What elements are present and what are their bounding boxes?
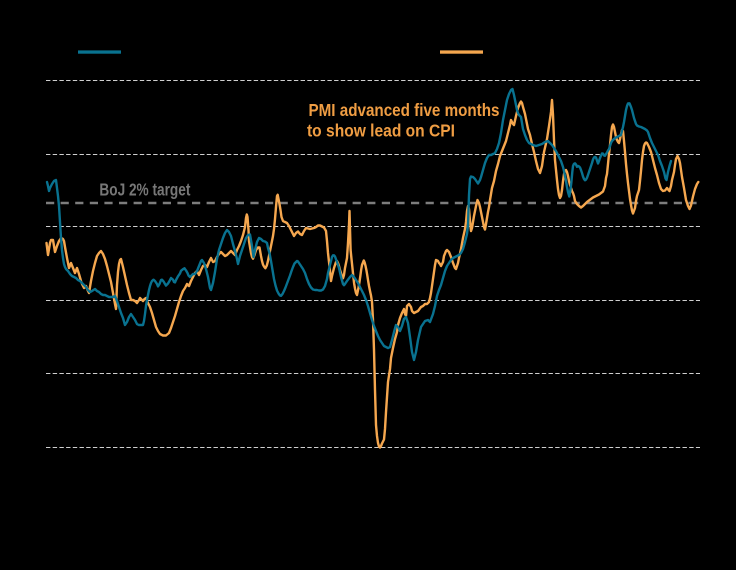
svg-text:to show lead on CPI: to show lead on CPI [307, 120, 455, 140]
svg-text:PMI advanced five months: PMI advanced five months [309, 100, 500, 120]
svg-text:BoJ 2% target: BoJ 2% target [99, 179, 190, 199]
